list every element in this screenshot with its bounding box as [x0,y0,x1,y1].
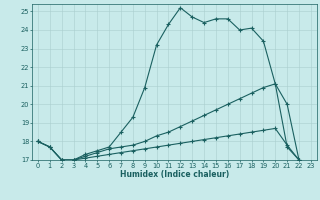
X-axis label: Humidex (Indice chaleur): Humidex (Indice chaleur) [120,170,229,179]
